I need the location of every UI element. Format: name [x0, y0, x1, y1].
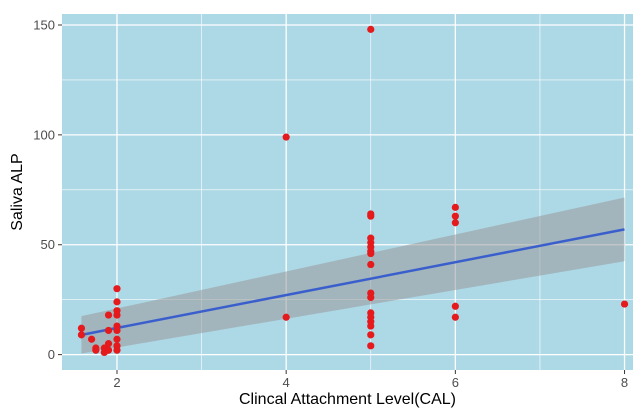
x-axis-ticks: 2 4 6 8	[113, 370, 628, 390]
data-point	[113, 298, 121, 306]
data-point	[77, 331, 86, 339]
x-tick-label: 6	[452, 375, 459, 390]
data-point	[113, 285, 121, 293]
data-point	[282, 133, 290, 141]
data-point	[451, 219, 459, 227]
data-point	[451, 212, 459, 220]
fit-line-layer	[81, 228, 625, 337]
data-point	[367, 322, 375, 330]
data-point	[77, 324, 86, 332]
y-axis-title: Saliva ALP	[9, 153, 26, 230]
data-point	[620, 300, 629, 308]
data-point	[367, 25, 375, 33]
data-points	[77, 25, 629, 357]
data-point	[104, 340, 113, 348]
data-point	[88, 335, 96, 343]
data-point	[282, 313, 290, 321]
x-tick-label: 4	[283, 375, 290, 390]
x-tick-label: 8	[621, 375, 628, 390]
y-tick-label: 100	[33, 127, 55, 142]
data-point	[367, 212, 375, 220]
x-axis-title: Clincal Attachment Level(CAL)	[239, 391, 456, 408]
data-point	[451, 302, 459, 310]
y-tick-label: 0	[48, 347, 55, 362]
data-point	[367, 342, 375, 350]
data-point	[113, 335, 121, 343]
y-axis-ticks: 0 50 100 150	[33, 17, 62, 362]
confidence-band	[81, 197, 625, 354]
regression-line	[81, 228, 625, 337]
data-point	[367, 260, 375, 269]
data-point	[104, 311, 113, 319]
confidence-band-layer	[81, 197, 625, 354]
y-tick-label: 150	[33, 17, 55, 32]
data-point	[104, 326, 113, 335]
data-point	[367, 331, 375, 339]
data-point	[113, 326, 121, 335]
y-tick-label: 50	[41, 237, 55, 252]
data-point	[92, 346, 100, 354]
data-point	[367, 293, 375, 302]
data-point	[451, 203, 459, 211]
data-point	[367, 249, 375, 258]
x-tick-label: 2	[113, 375, 120, 390]
data-point	[451, 313, 459, 321]
data-point	[113, 311, 121, 319]
data-point	[104, 346, 113, 354]
data-point	[113, 346, 121, 354]
